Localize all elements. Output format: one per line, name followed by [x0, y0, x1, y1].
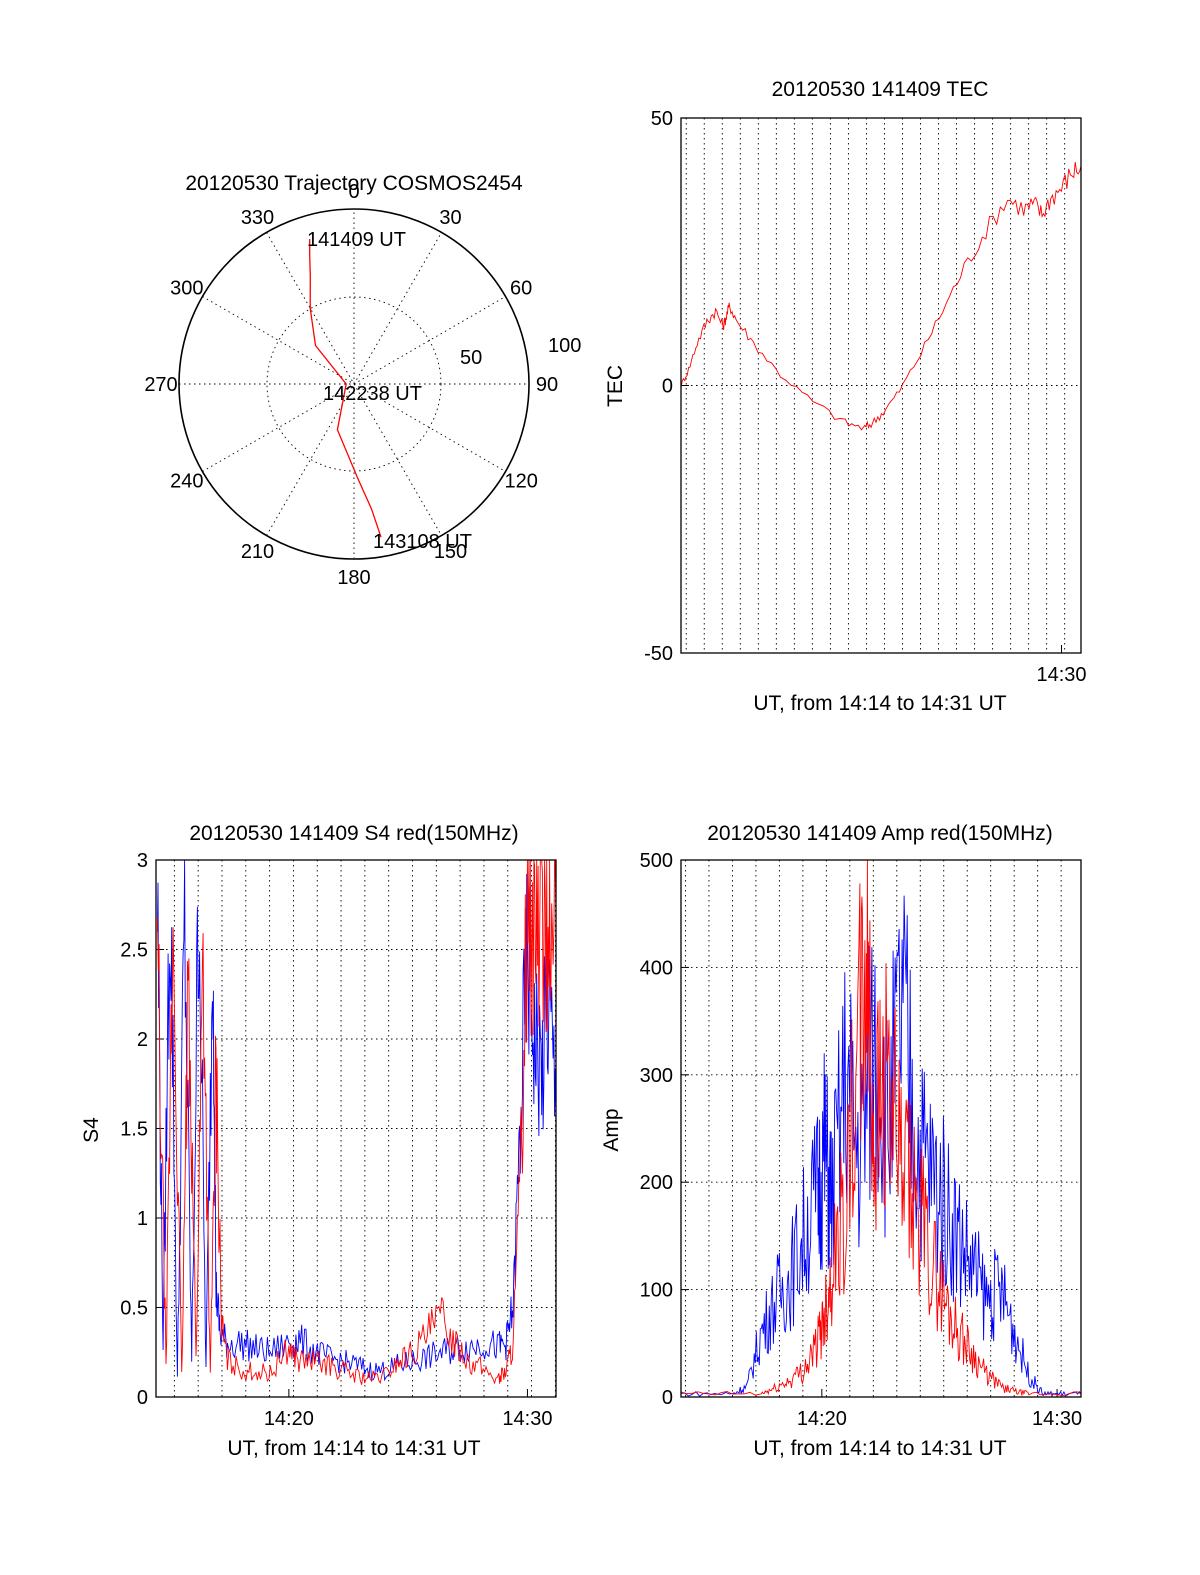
annotation-mid-time: 142238 UT: [323, 383, 422, 405]
s4-title: 20120530 141409 S4 red(150MHz): [189, 822, 518, 845]
s4-plot-frame: [155, 859, 557, 1398]
y-tick-label: 0: [662, 376, 673, 398]
s4-grid: [156, 860, 556, 1397]
x-tick-label: 14:30: [502, 1408, 552, 1430]
amp-y-axis-label: Amp: [600, 1108, 623, 1151]
polar-angle-label: 60: [510, 278, 532, 300]
tec-x-axis-label: UT, from 14:14 to 14:31 UT: [753, 692, 1006, 715]
x-tick-label: 14:20: [797, 1408, 847, 1430]
amp-y-ticks: 0 100 200 300 400 500: [640, 850, 689, 1409]
tec-plot-frame: [680, 117, 1082, 654]
polar-angle-label: 210: [241, 541, 274, 563]
series-line-red: [156, 859, 557, 1385]
polar-spokes: [179, 209, 529, 559]
y-tick-label: 1.5: [120, 1119, 148, 1141]
x-tick-label: 14:30: [1037, 664, 1087, 686]
polar-angle-labels: 0 30 60 90 120 150 180 210 240 270 300 330: [144, 181, 558, 589]
x-tick-label: 14:20: [264, 1408, 314, 1430]
y-tick-label: 0: [662, 1387, 673, 1409]
y-tick-label: 200: [640, 1172, 673, 1194]
radial-tick-100: 100: [548, 335, 581, 357]
tec-line-plot: 20120530 141409 TEC -50 0 50 14:30 UT, fro…: [604, 78, 1087, 715]
polar-spoke-150: [266, 232, 442, 536]
polar-angle-label: 120: [504, 471, 537, 493]
polar-angle-label: 0: [348, 181, 359, 203]
y-tick-label: 0.5: [120, 1298, 148, 1320]
amp-series: [680, 859, 1082, 1398]
series-line-blue: [680, 895, 1082, 1398]
polar-angle-label: 30: [439, 207, 461, 229]
y-tick-label: 0: [137, 1387, 148, 1409]
y-tick-label: 2.5: [120, 940, 148, 962]
annotation-start-time: 141409 UT: [307, 229, 406, 251]
y-tick-label: 1: [137, 1208, 148, 1230]
series-line-red: [680, 162, 1082, 431]
s4-line-plot: 20120530 141409 S4 red(150MHz) 0 0.5 1 1.5 2…: [80, 822, 557, 1460]
y-tick-label: 3: [137, 850, 148, 872]
s4-y-ticks: 0 0.5 1 1.5 2 2.5 3: [120, 850, 164, 1409]
s4-y-axis-label: S4: [80, 1117, 103, 1143]
tec-y-axis-label: TEC: [604, 365, 627, 407]
amp-x-ticks: 14:20 14:30: [797, 1389, 1082, 1430]
tec-x-ticks: 14:30: [1037, 645, 1087, 686]
annotation-end-time: 143108 UT: [373, 531, 472, 553]
y-tick-label: 500: [640, 850, 673, 872]
polar-angle-label: 300: [170, 278, 203, 300]
tec-grid: [681, 118, 1081, 653]
radial-tick-50: 50: [460, 347, 482, 369]
amp-title: 20120530 141409 Amp red(150MHz): [707, 822, 1053, 845]
polar-angle-label: 240: [170, 471, 203, 493]
series-line-red: [680, 859, 1082, 1397]
polar-angle-label: 270: [144, 374, 177, 396]
s4-series: [156, 859, 557, 1385]
y-tick-label: -50: [644, 643, 673, 665]
polar-angle-label: 90: [536, 374, 558, 396]
amp-line-plot: 20120530 141409 Amp red(150MHz) 0 100 200 3…: [600, 822, 1082, 1460]
amp-plot-frame: [680, 859, 1082, 1398]
y-tick-label: 50: [651, 108, 673, 130]
polar-angle-label: 150: [434, 541, 467, 563]
y-tick-label: 400: [640, 957, 673, 979]
amp-x-axis-label: UT, from 14:14 to 14:31 UT: [753, 1437, 1006, 1460]
y-tick-label: 300: [640, 1065, 673, 1087]
polar-angle-label: 330: [241, 207, 274, 229]
polar-angle-label: 180: [337, 567, 370, 589]
trajectory-title: 20120530 Trajectory COSMOS2454: [185, 172, 523, 195]
tec-series: [680, 162, 1082, 431]
tec-y-ticks: -50 0 50: [644, 108, 689, 665]
series-line-blue: [156, 859, 557, 1382]
trajectory-polar-plot: 20120530 Trajectory COSMOS2454 0 30 60 90 12…: [144, 172, 581, 589]
s4-x-ticks: 14:20 14:30: [264, 1389, 552, 1430]
s4-x-axis-label: UT, from 14:14 to 14:31 UT: [227, 1437, 480, 1460]
x-tick-label: 14:30: [1032, 1408, 1082, 1430]
y-tick-label: 2: [137, 1029, 148, 1051]
amp-grid: [681, 860, 1081, 1397]
satellite-track-line: [309, 239, 382, 538]
y-tick-label: 100: [640, 1280, 673, 1302]
tec-title: 20120530 141409 TEC: [772, 78, 989, 101]
